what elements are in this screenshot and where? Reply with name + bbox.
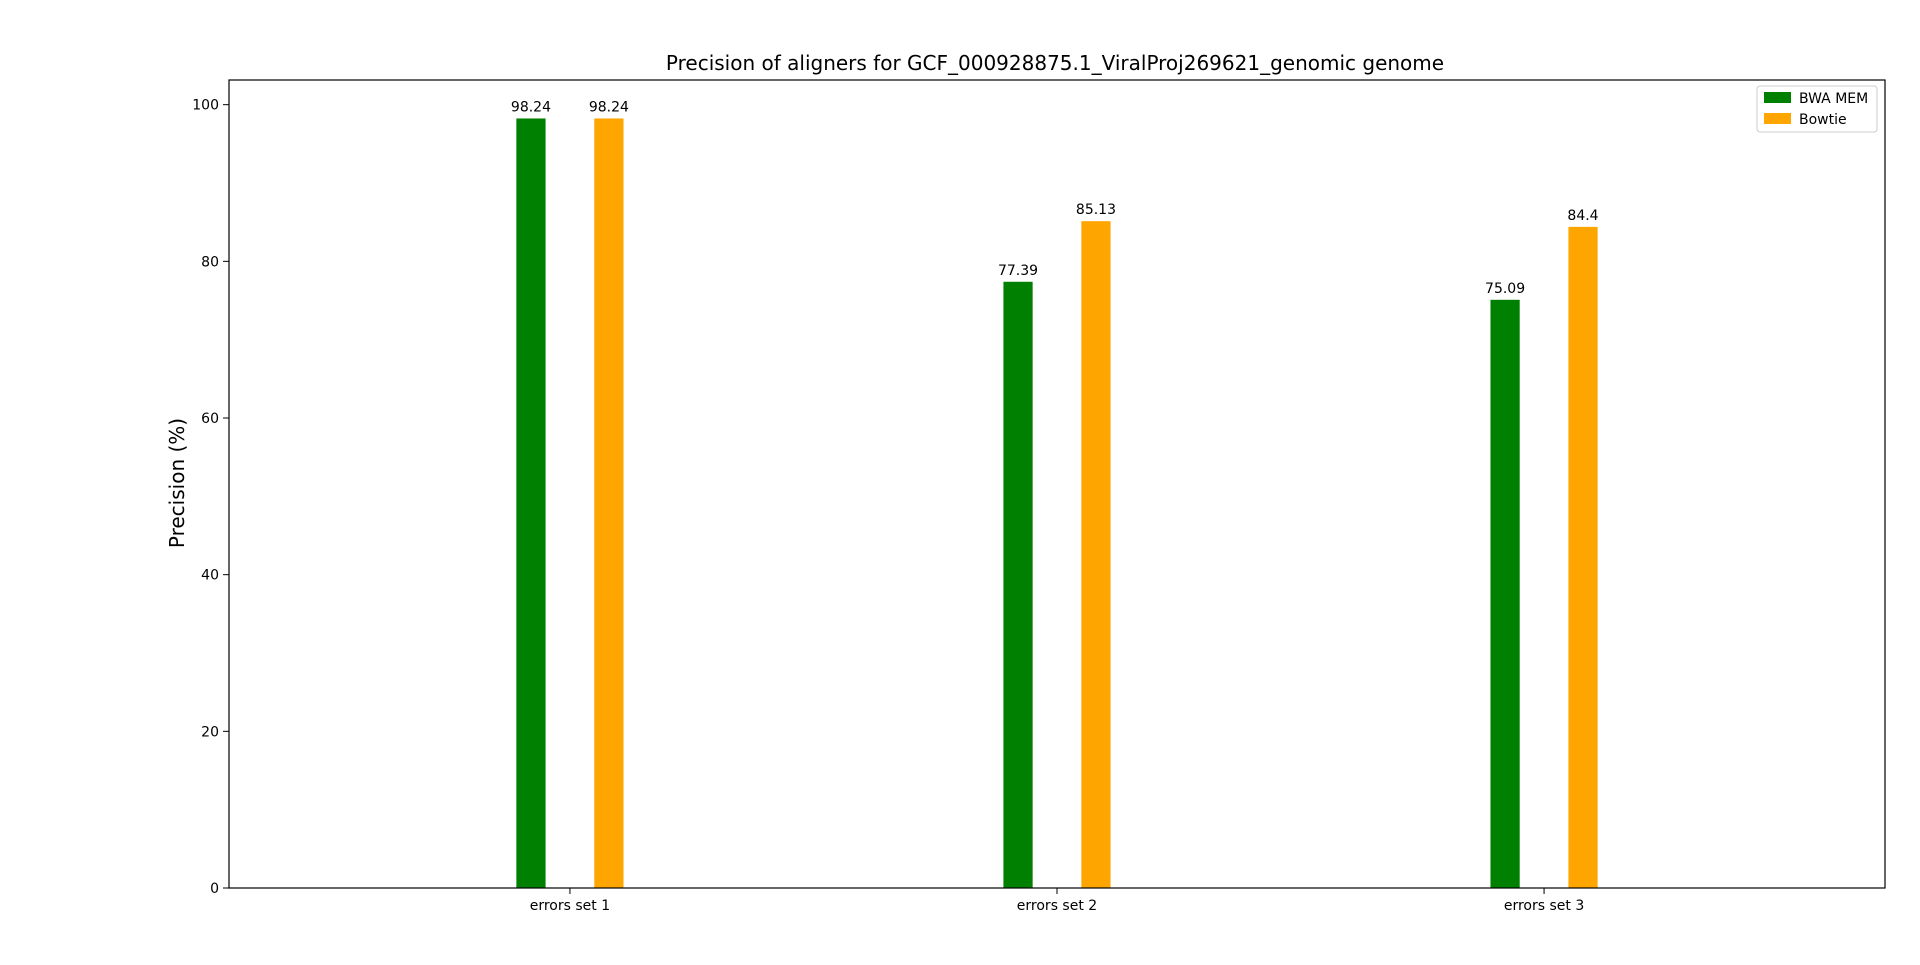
data-label-bowtie-errors-set-3: 84.4 — [1567, 208, 1598, 224]
y-tick-label: 80 — [201, 254, 219, 270]
bar-bwa-mem-errors-set-1 — [516, 118, 546, 888]
data-labels-layer: 98.24 77.39 75.09 98.24 85.13 84.4 — [511, 99, 1599, 296]
bar-bwa-mem-errors-set-3 — [1490, 299, 1520, 888]
axes-layer: 0 20 40 60 80 100 errors set 1 errors set 2 erro… — [192, 79, 1886, 914]
legend-label-bwa-mem: BWA MEM — [1799, 91, 1868, 107]
legend-label-bowtie: Bowtie — [1799, 112, 1847, 128]
bar-bowtie-errors-set-1 — [594, 118, 624, 888]
bar-bowtie-errors-set-3 — [1568, 226, 1598, 888]
chart-title: Precision of aligners for GCF_000928875.… — [666, 51, 1444, 75]
bars-layer — [516, 118, 1598, 888]
data-label-bowtie-errors-set-1: 98.24 — [589, 99, 629, 115]
legend-swatch-bowtie — [1764, 113, 1791, 124]
x-tick-label: errors set 2 — [1017, 898, 1097, 914]
y-tick-label: 100 — [192, 98, 219, 114]
bar-bwa-mem-errors-set-2 — [1003, 281, 1033, 888]
x-tick-label: errors set 1 — [530, 898, 610, 914]
y-axis-label: Precision (%) — [165, 418, 189, 548]
legend-swatch-bwa-mem — [1764, 92, 1791, 103]
y-tick-label: 20 — [201, 724, 219, 740]
data-label-bowtie-errors-set-2: 85.13 — [1076, 202, 1116, 218]
legend: BWA MEM Bowtie — [1756, 85, 1878, 133]
y-tick-label: 60 — [201, 411, 219, 427]
data-label-bwa-mem-errors-set-3: 75.09 — [1485, 281, 1525, 297]
x-tick-label: errors set 3 — [1504, 898, 1584, 914]
bar-bowtie-errors-set-2 — [1081, 221, 1111, 888]
data-label-bwa-mem-errors-set-1: 98.24 — [511, 99, 551, 115]
y-tick-label: 0 — [210, 881, 219, 897]
y-tick-label: 40 — [201, 568, 219, 584]
data-label-bwa-mem-errors-set-2: 77.39 — [998, 263, 1038, 279]
